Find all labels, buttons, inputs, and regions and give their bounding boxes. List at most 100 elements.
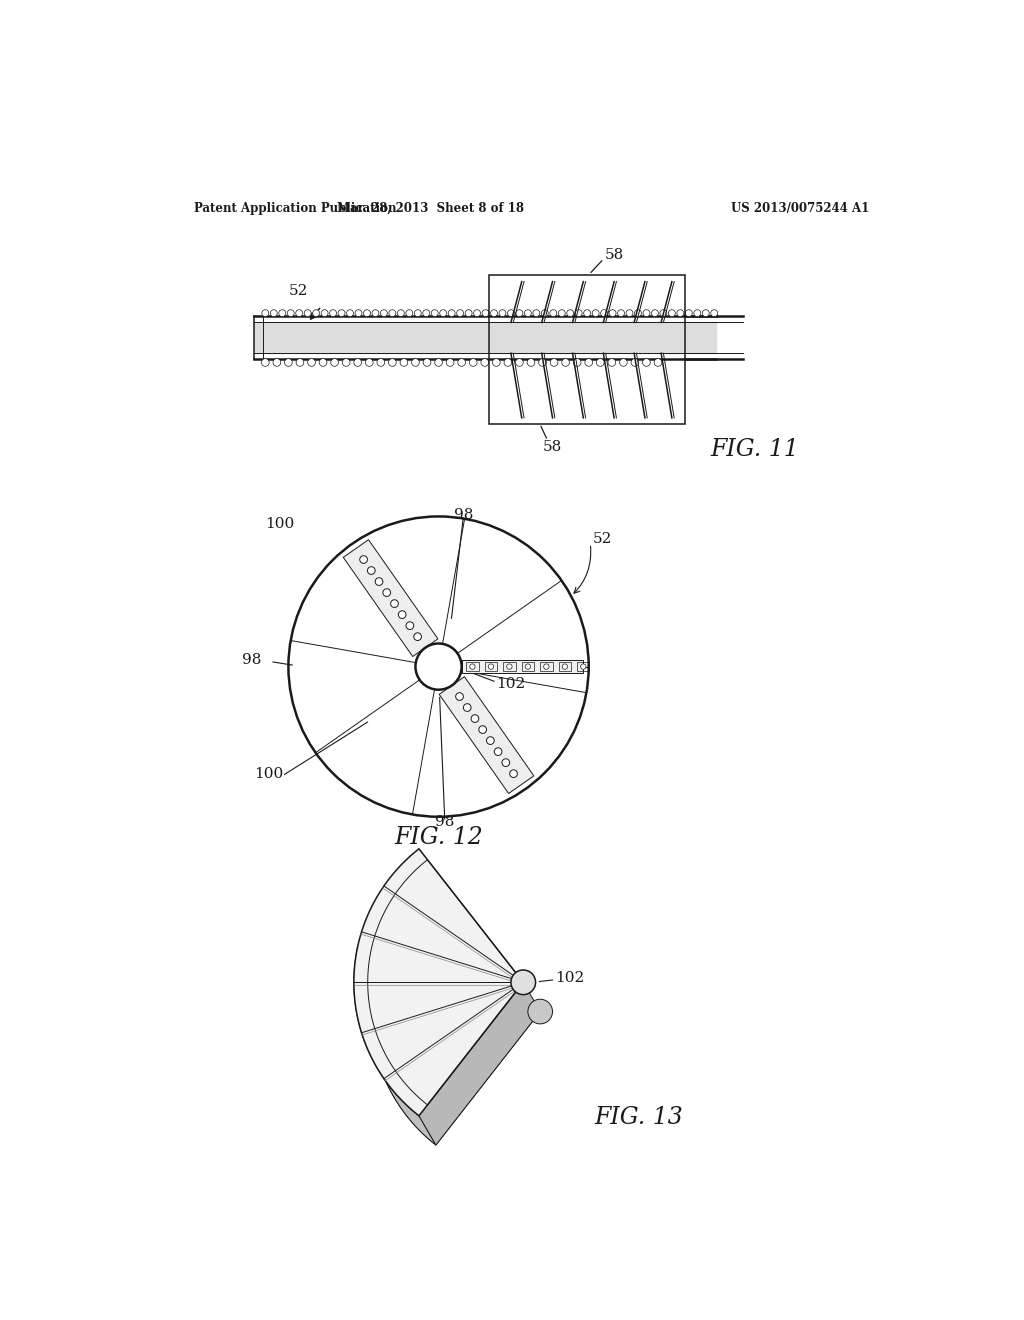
Text: 58: 58	[605, 248, 625, 261]
Circle shape	[470, 664, 475, 669]
Text: 98: 98	[435, 816, 454, 829]
Circle shape	[288, 310, 294, 317]
Circle shape	[516, 310, 523, 317]
Bar	[462, 660, 583, 673]
Circle shape	[355, 310, 361, 317]
Circle shape	[643, 359, 650, 367]
Circle shape	[510, 770, 517, 777]
Circle shape	[550, 359, 558, 367]
Circle shape	[617, 310, 625, 317]
Circle shape	[479, 726, 486, 734]
Circle shape	[400, 359, 408, 367]
Circle shape	[359, 556, 368, 564]
Circle shape	[544, 664, 549, 669]
Circle shape	[685, 310, 692, 317]
Circle shape	[262, 310, 268, 317]
Circle shape	[464, 704, 471, 711]
Polygon shape	[439, 677, 534, 793]
Circle shape	[609, 310, 616, 317]
Bar	[521, 663, 535, 671]
Bar	[466, 663, 478, 671]
Circle shape	[469, 359, 477, 367]
Circle shape	[493, 359, 500, 367]
Circle shape	[397, 310, 404, 317]
Circle shape	[481, 359, 488, 367]
Circle shape	[654, 359, 662, 367]
Circle shape	[446, 359, 454, 367]
Circle shape	[457, 310, 464, 317]
Circle shape	[270, 310, 278, 317]
Text: Mar. 28, 2013  Sheet 8 of 18: Mar. 28, 2013 Sheet 8 of 18	[337, 202, 524, 215]
Circle shape	[389, 310, 396, 317]
Circle shape	[473, 310, 480, 317]
Bar	[578, 663, 590, 671]
Circle shape	[592, 310, 599, 317]
Circle shape	[296, 310, 303, 317]
Circle shape	[601, 310, 607, 317]
Circle shape	[338, 310, 345, 317]
Circle shape	[423, 310, 430, 317]
Circle shape	[383, 589, 390, 597]
Circle shape	[285, 359, 292, 367]
Text: 52: 52	[289, 284, 308, 298]
Text: 102: 102	[555, 972, 584, 986]
Circle shape	[524, 310, 531, 317]
Circle shape	[375, 578, 383, 586]
Circle shape	[702, 310, 710, 317]
Circle shape	[482, 310, 489, 317]
Polygon shape	[254, 322, 716, 354]
Circle shape	[558, 310, 565, 317]
Circle shape	[694, 310, 700, 317]
Circle shape	[331, 359, 339, 367]
Circle shape	[596, 359, 604, 367]
Circle shape	[416, 644, 462, 690]
Text: FIG. 11: FIG. 11	[710, 438, 799, 461]
Circle shape	[423, 359, 431, 367]
Circle shape	[388, 359, 396, 367]
Circle shape	[511, 970, 536, 995]
Circle shape	[562, 664, 567, 669]
Circle shape	[407, 622, 414, 630]
Polygon shape	[343, 540, 438, 656]
Circle shape	[499, 310, 506, 317]
Circle shape	[414, 632, 422, 640]
Circle shape	[471, 714, 479, 722]
Circle shape	[431, 310, 438, 317]
Circle shape	[377, 359, 385, 367]
Circle shape	[439, 310, 446, 317]
Circle shape	[390, 599, 398, 607]
Circle shape	[488, 664, 494, 669]
Circle shape	[581, 664, 586, 669]
Circle shape	[486, 737, 495, 744]
Ellipse shape	[528, 999, 553, 1024]
Circle shape	[566, 310, 573, 317]
Circle shape	[542, 310, 548, 317]
Circle shape	[368, 566, 375, 574]
Circle shape	[584, 310, 591, 317]
Text: 52: 52	[593, 532, 612, 545]
Circle shape	[304, 310, 311, 317]
Circle shape	[279, 310, 286, 317]
Circle shape	[527, 359, 535, 367]
Circle shape	[573, 359, 581, 367]
Circle shape	[575, 310, 583, 317]
Circle shape	[312, 310, 319, 317]
Circle shape	[319, 359, 327, 367]
Circle shape	[435, 359, 442, 367]
Circle shape	[539, 359, 547, 367]
Circle shape	[307, 359, 315, 367]
Circle shape	[346, 310, 353, 317]
Circle shape	[711, 310, 718, 317]
Bar	[541, 663, 553, 671]
Text: 98: 98	[243, 653, 261, 668]
Circle shape	[398, 611, 407, 619]
Circle shape	[651, 310, 658, 317]
Circle shape	[620, 359, 628, 367]
Circle shape	[456, 693, 464, 701]
Circle shape	[525, 664, 530, 669]
Circle shape	[659, 310, 667, 317]
Circle shape	[631, 359, 639, 367]
Circle shape	[458, 359, 466, 367]
Circle shape	[562, 359, 569, 367]
Text: US 2013/0075244 A1: US 2013/0075244 A1	[731, 202, 869, 215]
